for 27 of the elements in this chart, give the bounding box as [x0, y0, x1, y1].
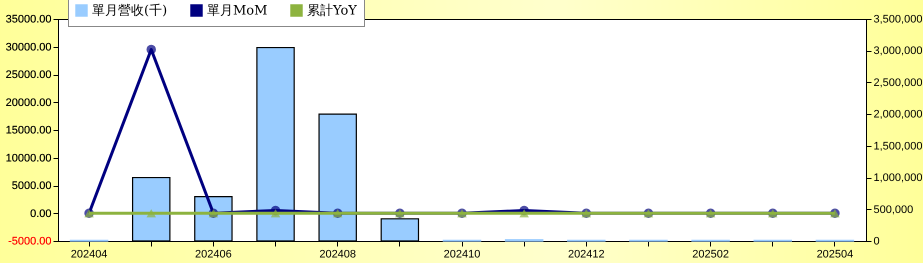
x-tick-label: 202412	[568, 248, 605, 260]
x-tick-label: 202408	[319, 248, 356, 260]
y-tick-label: 5000.00	[12, 180, 52, 192]
y-tick-label: 15000.00	[6, 124, 52, 136]
y-tick-label: 30000.00	[6, 41, 52, 54]
x-tick-label: 202502	[692, 248, 729, 260]
y-tick-label: 35000.00	[6, 14, 52, 26]
x-tick-label: 202504	[816, 248, 854, 260]
y2-tick-label: 500,000	[874, 204, 914, 216]
y-tick-label: 20000.00	[6, 96, 52, 109]
legend-label: 累計YoY	[307, 4, 358, 19]
y2-tick-label: 1,500,000	[874, 140, 922, 152]
x-tick-label: 202410	[444, 248, 480, 260]
y2-tick-label: 2,000,000	[874, 108, 922, 121]
y2-tick-label: 0	[874, 236, 880, 248]
y-tick-label: 0.00	[30, 208, 52, 220]
y2-tick-label: 3,500,000	[874, 14, 922, 26]
x-tick-label: 202406	[195, 248, 232, 260]
x-tick-label: 202404	[70, 248, 108, 260]
y-tick-label: 25000.00	[6, 69, 52, 81]
y2-tick-label: 1,000,000	[874, 172, 922, 184]
y2-tick-label: 3,000,000	[874, 45, 922, 58]
y-tick-label: 10000.00	[6, 152, 52, 164]
y2-tick-label: 2,500,000	[874, 76, 922, 89]
legend-label: 單月MoM	[207, 4, 268, 19]
legend-label: 單月營收(千)	[92, 4, 168, 19]
y-tick-label: -5000.00	[8, 236, 52, 248]
